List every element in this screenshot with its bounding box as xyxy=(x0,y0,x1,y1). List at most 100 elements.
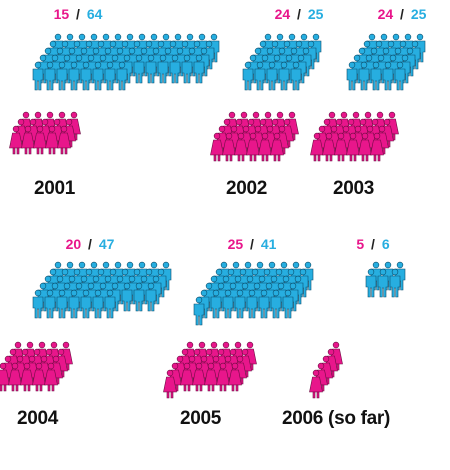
woman-figure-icon xyxy=(57,125,71,155)
men-count: 64 xyxy=(86,6,103,22)
man-figure-icon xyxy=(389,268,401,298)
man-figure-icon xyxy=(365,268,377,298)
man-figure-icon xyxy=(234,289,246,319)
man-figure-icon xyxy=(169,54,181,84)
man-figure-icon xyxy=(104,289,116,319)
man-figure-icon xyxy=(157,54,169,84)
panel-5 xyxy=(309,261,406,399)
men-block xyxy=(242,33,322,91)
count-label-2005: 25 / 41 xyxy=(197,236,307,252)
women-count: 5 xyxy=(356,236,365,252)
woman-figure-icon xyxy=(358,132,372,162)
women-block xyxy=(210,111,299,162)
men-block xyxy=(32,33,220,91)
woman-figure-icon xyxy=(322,132,336,162)
woman-figure-icon xyxy=(44,362,58,392)
woman-figure-icon xyxy=(310,132,324,162)
man-figure-icon xyxy=(282,289,294,319)
separator: / xyxy=(76,6,80,22)
man-figure-icon xyxy=(242,61,254,91)
man-figure-icon xyxy=(68,289,80,319)
man-figure-icon xyxy=(193,54,205,84)
man-figure-icon xyxy=(68,61,80,91)
man-figure-icon xyxy=(210,289,222,319)
woman-figure-icon xyxy=(180,362,194,392)
man-figure-icon xyxy=(32,289,44,319)
woman-figure-icon xyxy=(346,132,360,162)
separator: / xyxy=(88,236,92,252)
women-count: 15 xyxy=(53,6,70,22)
separator: / xyxy=(371,236,375,252)
man-figure-icon xyxy=(193,296,205,326)
man-figure-icon xyxy=(56,289,68,319)
count-label-2006: 5 / 6 xyxy=(318,236,428,252)
women-block xyxy=(9,111,81,155)
count-label-2004: 20 / 47 xyxy=(35,236,145,252)
woman-figure-icon xyxy=(370,132,384,162)
man-figure-icon xyxy=(121,282,133,312)
woman-figure-icon xyxy=(0,362,10,392)
women-count: 24 xyxy=(274,6,291,22)
men-block xyxy=(193,261,314,326)
year-label-2004: 2004 xyxy=(17,408,59,429)
year-label-2001: 2001 xyxy=(34,178,76,199)
count-label-2002: 24 / 25 xyxy=(244,6,354,22)
year-label-2003: 2003 xyxy=(333,178,375,199)
men-count: 41 xyxy=(260,236,277,252)
man-figure-icon xyxy=(370,61,382,91)
man-figure-icon xyxy=(80,61,92,91)
woman-figure-icon xyxy=(192,362,206,392)
women-block xyxy=(163,341,257,399)
woman-figure-icon xyxy=(228,362,242,392)
woman-figure-icon xyxy=(163,369,177,399)
man-figure-icon xyxy=(133,54,145,84)
women-count: 24 xyxy=(377,6,394,22)
man-figure-icon xyxy=(377,268,389,298)
man-figure-icon xyxy=(246,289,258,319)
woman-figure-icon xyxy=(9,125,23,155)
man-figure-icon xyxy=(44,289,56,319)
man-figure-icon xyxy=(382,61,394,91)
man-figure-icon xyxy=(394,61,406,91)
woman-figure-icon xyxy=(32,362,46,392)
men-count: 6 xyxy=(381,236,390,252)
man-figure-icon xyxy=(80,289,92,319)
count-label-2001: 15 / 64 xyxy=(23,6,133,22)
year-label-2002: 2002 xyxy=(226,178,268,199)
men-block xyxy=(365,261,406,298)
man-figure-icon xyxy=(104,61,116,91)
men-count: 25 xyxy=(307,6,324,22)
man-figure-icon xyxy=(270,289,282,319)
man-figure-icon xyxy=(92,289,104,319)
year-label-2005: 2005 xyxy=(180,408,222,429)
man-figure-icon xyxy=(254,61,266,91)
woman-figure-icon xyxy=(33,125,47,155)
woman-figure-icon xyxy=(309,369,323,399)
man-figure-icon xyxy=(266,61,278,91)
man-figure-icon xyxy=(290,61,302,91)
woman-figure-icon xyxy=(20,362,34,392)
man-figure-icon xyxy=(92,61,104,91)
women-count: 20 xyxy=(65,236,82,252)
man-figure-icon xyxy=(258,289,270,319)
women-block xyxy=(0,341,73,392)
man-figure-icon xyxy=(133,282,145,312)
men-count: 25 xyxy=(410,6,427,22)
separator: / xyxy=(297,6,301,22)
man-figure-icon xyxy=(32,61,44,91)
year-label-2006: 2006 (so far) xyxy=(282,408,391,429)
count-label-2003: 24 / 25 xyxy=(347,6,450,22)
women-block xyxy=(310,111,399,162)
man-figure-icon xyxy=(181,54,193,84)
men-block xyxy=(346,33,426,91)
man-figure-icon xyxy=(56,61,68,91)
man-figure-icon xyxy=(145,54,157,84)
woman-figure-icon xyxy=(246,132,260,162)
woman-figure-icon xyxy=(204,362,218,392)
panel-0 xyxy=(9,33,220,155)
women-count: 25 xyxy=(227,236,244,252)
separator: / xyxy=(250,236,254,252)
man-figure-icon xyxy=(44,61,56,91)
